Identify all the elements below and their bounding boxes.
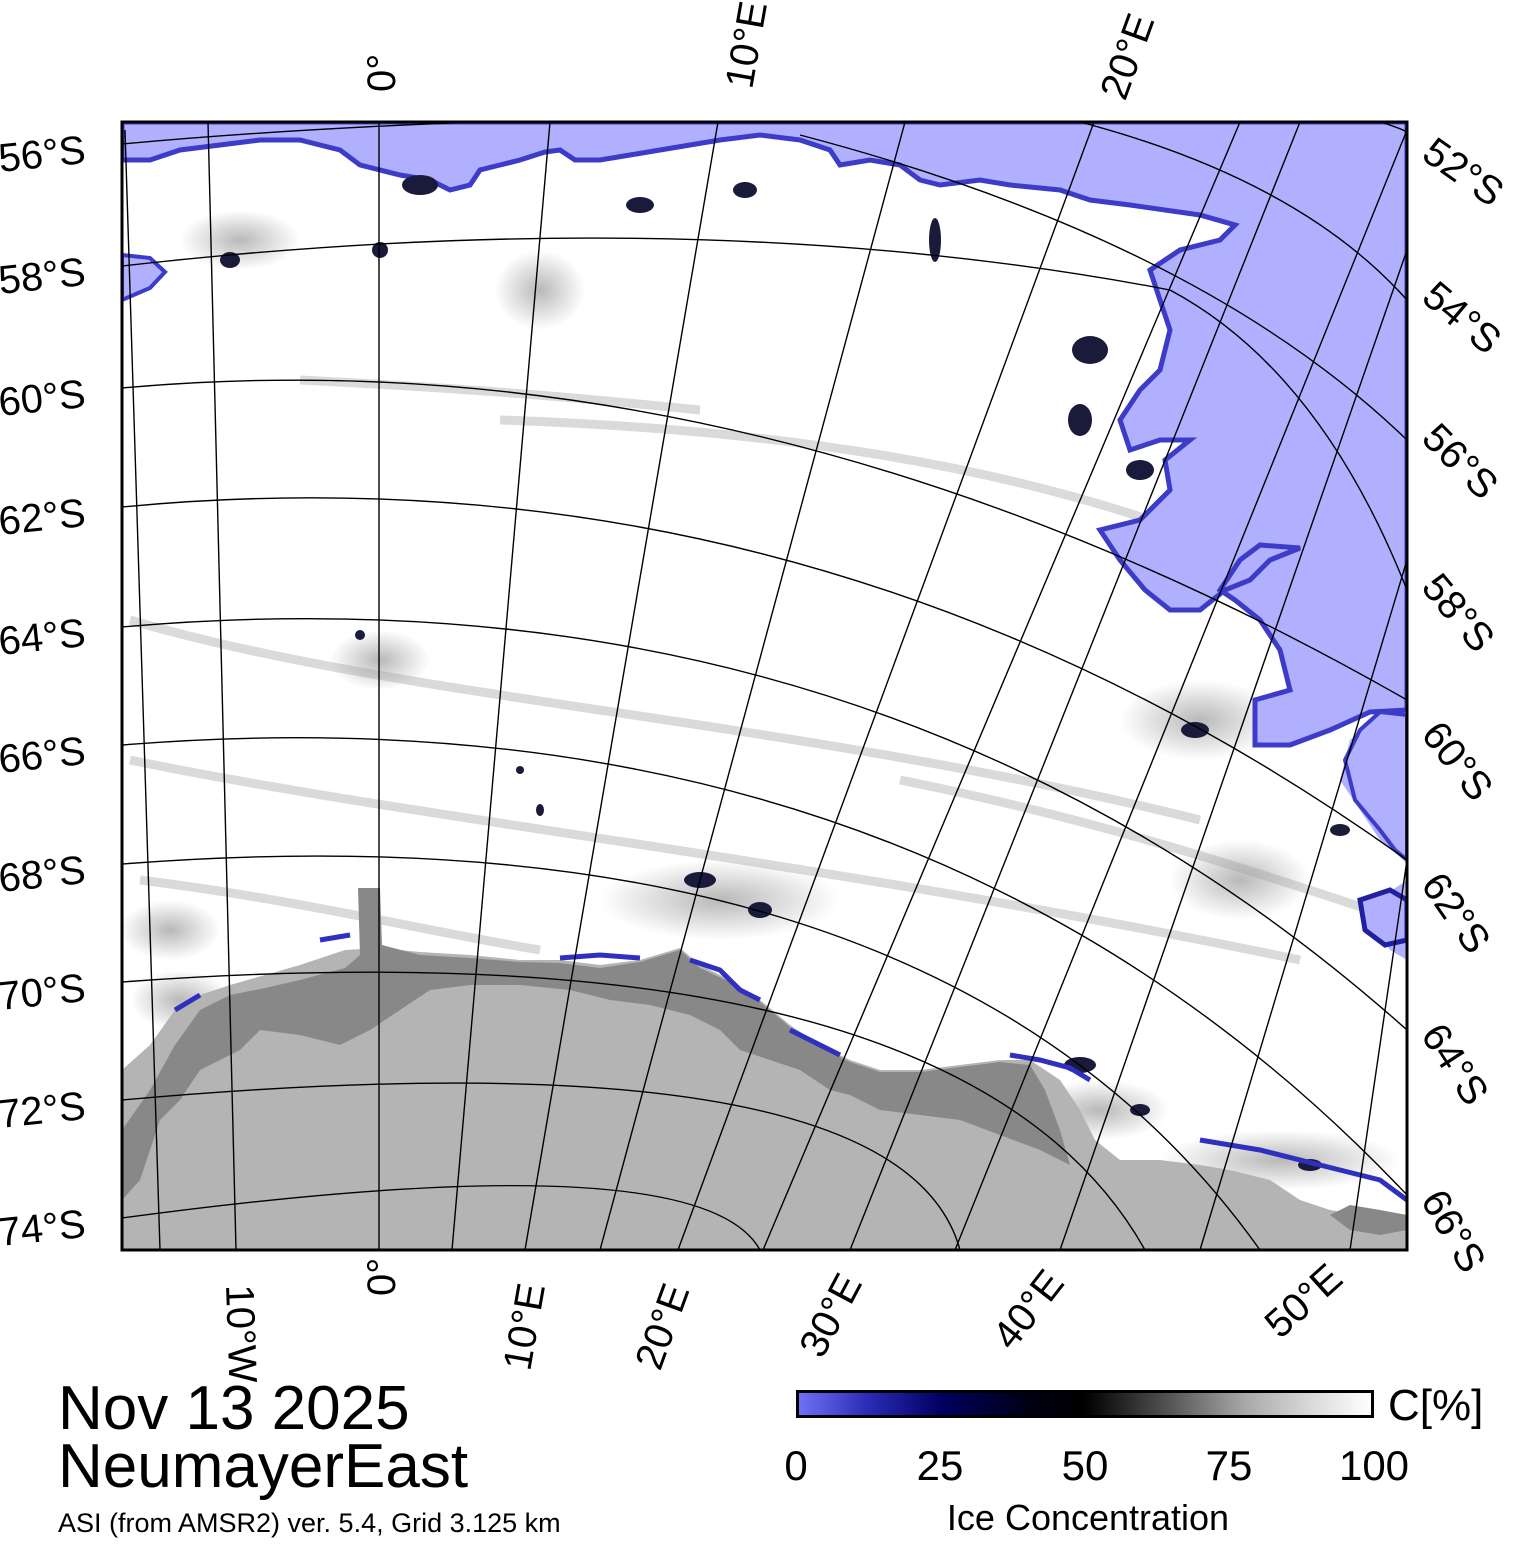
colorbar-tick: 0 <box>784 1442 808 1489</box>
colorbar-title: Ice Concentration <box>946 1497 1230 1538</box>
polynya-east <box>1357 887 1407 948</box>
lat-line-74s <box>122 1184 761 1250</box>
lon-line-5e <box>451 122 551 1250</box>
lat-label-left: 60°S <box>0 372 88 425</box>
lat-label-right: 58°S <box>1413 566 1503 661</box>
lon-label-top: 0° <box>360 54 404 92</box>
lon-label-bottom: 0° <box>360 1258 404 1296</box>
lat-label-left: 74°S <box>0 1202 88 1255</box>
lat-label-right: 54°S <box>1414 273 1509 363</box>
lon-label-bottom: 40°E <box>984 1262 1072 1358</box>
ice-texture <box>128 375 1402 965</box>
lon-line-40e <box>1059 249 1407 1250</box>
lat-label-right: 66°S <box>1412 1183 1494 1280</box>
source-label: ASI (from AMSR2) ver. 5.4, Grid 3.125 km <box>58 1508 561 1538</box>
lat-label-right: 56°S <box>1414 415 1507 508</box>
lat-line-62s <box>122 497 1407 861</box>
lat-line-58s-right <box>1169 289 1407 591</box>
lon-label-bottom: 50°E <box>1257 1256 1351 1347</box>
lon-line-20e <box>677 122 1095 1250</box>
colorbar-tick: 100 <box>1338 1442 1410 1489</box>
open-water-west <box>122 252 168 303</box>
lat-line-56s <box>122 122 1407 145</box>
lat-line-66s <box>122 737 1407 1196</box>
lon-line-15e <box>599 122 906 1250</box>
colorbar-tick: 50 <box>1061 1442 1109 1489</box>
lat-line-72s <box>122 1082 961 1250</box>
lon-label-top: 20°E <box>1092 8 1163 105</box>
lon-label-bottom: 10°W <box>217 1284 264 1384</box>
colorbar-unit: C[%] <box>1388 1381 1484 1430</box>
region-label: NeumayerEast <box>58 1432 469 1501</box>
lon-labels-top: 0° 10°E 20°E <box>360 0 1163 105</box>
colorbar-tick: 25 <box>916 1442 964 1489</box>
open-water-body <box>122 122 1407 748</box>
lat-line-70s <box>122 971 1146 1250</box>
map-border <box>120 120 1409 1252</box>
lat-labels-left: 56°S 58°S 60°S 62°S 64°S 66°S 68°S 70°S … <box>0 128 88 1255</box>
lon-line-5w <box>124 129 161 1250</box>
colorbar-tick: 75 <box>1205 1442 1253 1489</box>
map-content <box>122 122 1407 1250</box>
lat-label-left: 58°S <box>0 250 88 303</box>
date-label: Nov 13 2025 <box>58 1374 410 1443</box>
lon-line-10w <box>207 122 237 1250</box>
lat-label-left: 64°S <box>0 611 88 664</box>
lon-label-bottom: 10°E <box>496 1280 554 1373</box>
ice-shelf-east <box>1330 1205 1407 1235</box>
lat-label-left: 56°S <box>0 128 88 181</box>
lat-label-left: 66°S <box>0 729 88 782</box>
colorbar <box>796 1390 1374 1418</box>
lon-line-45e <box>1199 559 1407 1250</box>
lat-line-56s-right <box>799 134 1407 441</box>
lat-label-left: 70°S <box>0 966 88 1019</box>
lat-label-left: 62°S <box>0 491 88 544</box>
lon-labels-bottom: 10°W 0° 10°E 20°E 30°E 40°E 50°E <box>217 1256 1351 1384</box>
lon-label-top: 10°E <box>718 0 776 92</box>
lat-label-right: 62°S <box>1413 865 1499 962</box>
lat-line-58s <box>122 237 1171 291</box>
lon-line-30e <box>849 122 1301 1250</box>
lat-label-right: 64°S <box>1412 1016 1496 1113</box>
lat-labels-right: 52°S 54°S 56°S 58°S 60°S 62°S 64°S 66°S <box>1412 129 1511 1280</box>
lon-label-bottom: 30°E <box>791 1267 871 1365</box>
lat-label-right: 52°S <box>1415 129 1512 215</box>
lon-label-bottom: 20°E <box>627 1278 698 1375</box>
lon-line-35e <box>954 129 1407 1250</box>
ice-edge-speckles <box>220 175 1350 1171</box>
lon-line-25e <box>762 122 1241 1250</box>
lat-label-left: 72°S <box>0 1084 88 1137</box>
coastal-ice-edge <box>173 932 1407 1203</box>
ice-shelf <box>122 888 1070 1200</box>
lon-line-50e <box>1349 859 1407 1250</box>
lat-line-60s <box>122 379 1407 701</box>
lat-label-right: 60°S <box>1413 713 1501 809</box>
graticule <box>122 122 1407 1250</box>
lon-line-10e <box>524 122 719 1250</box>
lat-line-54s <box>1079 122 1407 301</box>
lat-line-64s <box>122 617 1407 1031</box>
lat-label-left: 68°S <box>0 848 88 901</box>
lat-line-68s <box>122 855 1261 1250</box>
